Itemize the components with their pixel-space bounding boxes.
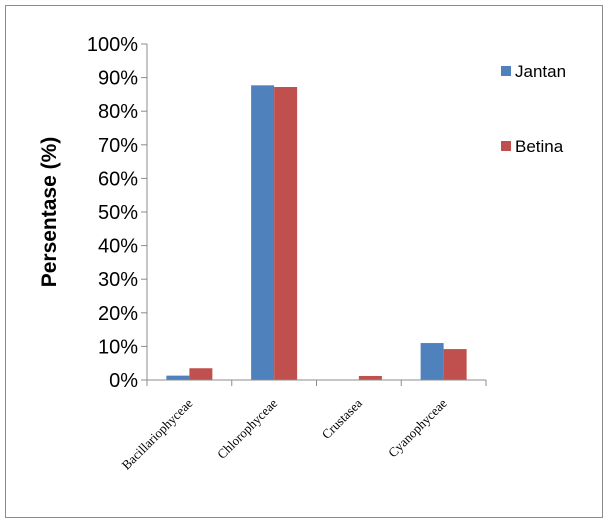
x-tick-label: Crustasea [319, 395, 366, 442]
y-tick-label: 60% [98, 168, 138, 190]
bar-betina-crustasea [358, 375, 382, 380]
legend-swatch-jantan [501, 66, 511, 76]
y-tick-label: 10% [98, 336, 138, 358]
x-axis-ticks: Bacillariophyceae Chlorophyceae Crustasea C… [119, 380, 487, 472]
legend: Jantan Betina [501, 62, 566, 156]
y-axis-ticks: 0% 10% 20% 30% 40% 50% 60% 70% 80% 90% 100% [87, 34, 147, 392]
y-tick-label: 40% [98, 236, 138, 258]
y-tick-label: 30% [98, 269, 138, 291]
x-tick-label: Chlorophyceae [214, 395, 280, 461]
y-tick-label: 0% [109, 370, 138, 392]
bar-betina-chlorophyceae [274, 87, 298, 381]
x-tick-label: Bacillariophyceae [119, 395, 196, 472]
bar-betina-bacillariophyceae [189, 368, 213, 380]
y-tick-label: 90% [98, 68, 138, 90]
y-tick-label: 50% [98, 202, 138, 224]
bar-jantan-cyanophyceae [420, 343, 444, 380]
legend-swatch-betina [501, 141, 511, 151]
y-axis-label: Persentase (%) [38, 137, 61, 288]
bar-betina-cyanophyceae [443, 349, 467, 380]
bar-jantan-bacillariophyceae [166, 375, 190, 380]
x-tick-label: Cyanophyceae [385, 395, 450, 460]
chart-frame [5, 5, 603, 518]
legend-label-jantan: Jantan [515, 62, 566, 81]
y-tick-label: 70% [98, 135, 138, 157]
bar-jantan-chlorophyceae [251, 85, 275, 380]
y-tick-label: 20% [98, 303, 138, 325]
y-tick-label: 100% [87, 34, 138, 56]
y-tick-label: 80% [98, 101, 138, 123]
legend-label-betina: Betina [515, 137, 564, 156]
bars [166, 85, 467, 381]
